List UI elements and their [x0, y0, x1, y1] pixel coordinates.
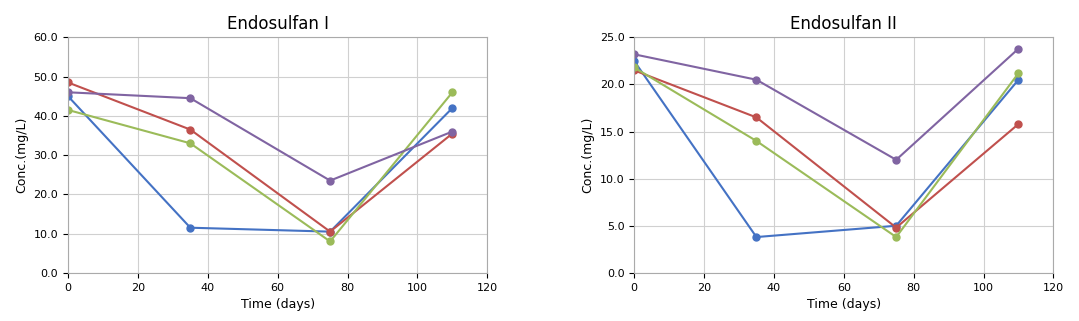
전국 농경지 토양: [628, 52, 641, 56]
X-axis label: Time (days): Time (days): [807, 298, 880, 311]
X-axis label: Time (days): Time (days): [241, 298, 315, 311]
전국 농경지 토양: [324, 179, 337, 183]
고창: [446, 132, 459, 135]
남원: [324, 239, 337, 243]
Y-axis label: Conc.(mg/L): Conc.(mg/L): [582, 117, 595, 193]
전국 농경지 토양: [1012, 47, 1025, 51]
대조구: [324, 230, 337, 234]
고창: [183, 128, 196, 132]
남원: [183, 141, 196, 145]
Title: Endosulfan II: Endosulfan II: [790, 15, 898, 33]
Line: 고창: 고창: [630, 67, 1022, 231]
Line: 남원: 남원: [65, 89, 456, 245]
고창: [1012, 122, 1025, 126]
Line: 남원: 남원: [630, 64, 1022, 240]
남원: [890, 235, 903, 239]
대조구: [750, 235, 763, 239]
남원: [628, 65, 641, 69]
남원: [1012, 71, 1025, 75]
대조구: [446, 106, 459, 110]
Y-axis label: Conc.(mg/L): Conc.(mg/L): [15, 117, 28, 193]
남원: [62, 108, 74, 112]
고창: [628, 68, 641, 72]
Line: 전국 농경지 토양: 전국 농경지 토양: [630, 45, 1022, 163]
남원: [750, 139, 763, 143]
대조구: [62, 94, 74, 98]
전국 농경지 토양: [446, 130, 459, 134]
Line: 전국 농경지 토양: 전국 농경지 토양: [65, 89, 456, 184]
Line: 대조구: 대조구: [630, 57, 1022, 240]
Line: 대조구: 대조구: [65, 93, 456, 235]
전국 농경지 토양: [62, 90, 74, 94]
대조구: [628, 59, 641, 63]
전국 농경지 토양: [890, 158, 903, 162]
고창: [324, 230, 337, 234]
고창: [890, 226, 903, 230]
고창: [62, 81, 74, 84]
Line: 고창: 고창: [65, 79, 456, 235]
남원: [446, 90, 459, 94]
고창: [750, 116, 763, 119]
대조구: [890, 224, 903, 228]
전국 농경지 토양: [183, 96, 196, 100]
대조구: [1012, 78, 1025, 82]
대조구: [183, 226, 196, 230]
전국 농경지 토양: [750, 78, 763, 82]
Title: Endosulfan I: Endosulfan I: [227, 15, 329, 33]
